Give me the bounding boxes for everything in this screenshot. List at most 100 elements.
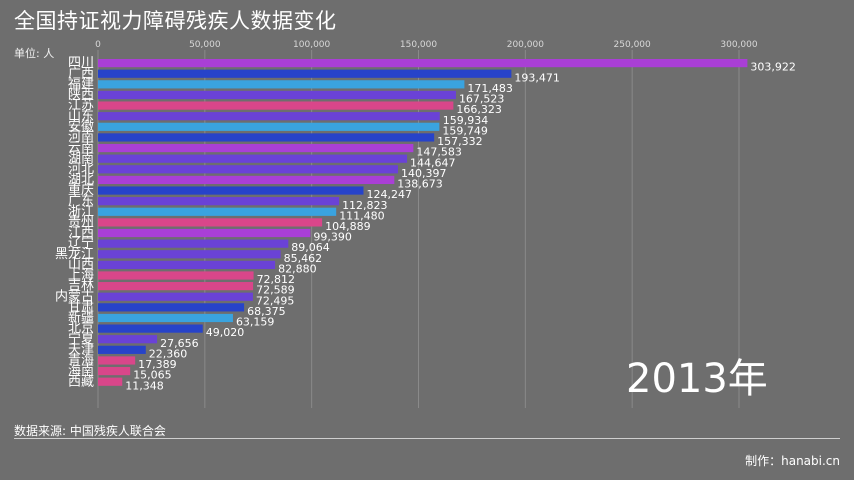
bar xyxy=(98,250,281,259)
value-label: 63,159 xyxy=(236,316,275,329)
category-label: 四川 xyxy=(68,56,94,71)
bar xyxy=(98,356,136,365)
category-label: 陕西 xyxy=(68,88,94,103)
value-label: 72,812 xyxy=(257,273,296,286)
bar xyxy=(98,101,454,110)
category-label: 新疆 xyxy=(68,310,94,326)
value-label: 49,020 xyxy=(206,326,245,339)
value-label: 166,323 xyxy=(456,103,502,116)
bar xyxy=(98,345,146,354)
value-label: 303,922 xyxy=(750,61,796,74)
category-label: 宁夏 xyxy=(68,331,94,347)
value-label: 72,589 xyxy=(256,284,295,297)
category-label: 江苏 xyxy=(68,97,94,113)
bar xyxy=(98,366,131,376)
bar xyxy=(98,165,398,174)
x-tick-label: 0 xyxy=(95,40,101,50)
category-label: 海南 xyxy=(68,363,94,379)
bar xyxy=(98,239,289,248)
category-label: 河南 xyxy=(68,129,94,145)
category-label: 湖南 xyxy=(68,150,94,166)
category-label: 西藏 xyxy=(68,374,94,389)
bar xyxy=(98,133,435,142)
category-label: 江西 xyxy=(68,226,94,241)
bar xyxy=(98,335,158,344)
category-label: 贵州 xyxy=(68,215,94,230)
x-tick-label: 50,000 xyxy=(189,40,221,50)
data-source: 数据来源: 中国残疾人联合会 xyxy=(14,424,166,438)
year-label: 2013年 xyxy=(626,356,768,402)
x-tick-label: 250,000 xyxy=(614,40,651,50)
value-label: 124,247 xyxy=(366,188,412,201)
bar xyxy=(98,271,254,280)
value-label: 82,880 xyxy=(278,262,317,275)
category-label: 安徽 xyxy=(68,119,94,134)
x-axis-ticks: 0 50,000 100,000 150,000 200,000 250,000 300,0… xyxy=(95,40,758,50)
bar xyxy=(98,186,364,195)
category-label: 福建 xyxy=(68,77,94,92)
category-label: 山西 xyxy=(68,257,94,272)
x-tick-label: 200,000 xyxy=(507,40,544,50)
bar xyxy=(98,282,254,291)
bar xyxy=(98,324,203,333)
category-label: 甘肃 xyxy=(68,300,94,315)
value-label: 159,934 xyxy=(443,114,489,127)
category-label: 湖北 xyxy=(68,173,94,188)
category-label: 河北 xyxy=(68,162,94,177)
value-label: 167,523 xyxy=(459,93,505,106)
x-tick-label: 100,000 xyxy=(293,40,330,50)
value-label: 112,823 xyxy=(342,199,388,212)
value-label: 11,348 xyxy=(125,379,163,392)
value-label: 159,749 xyxy=(442,124,488,137)
value-label: 99,390 xyxy=(313,231,352,244)
bar xyxy=(98,175,395,185)
value-label: 85,462 xyxy=(284,252,323,265)
value-label: 138,673 xyxy=(397,178,443,191)
bar xyxy=(98,112,440,121)
bar xyxy=(98,228,311,238)
bars xyxy=(98,59,748,386)
value-label: 144,647 xyxy=(410,156,456,169)
value-label: 104,889 xyxy=(325,220,371,233)
bar xyxy=(98,143,414,153)
bar xyxy=(98,292,253,301)
value-label: 68,375 xyxy=(247,305,286,318)
unit-label: 单位: 人 xyxy=(14,47,55,60)
bar xyxy=(98,313,233,323)
value-label: 147,583 xyxy=(416,146,462,159)
category-labels: 四川广西福建陕西江苏山东安徽河南云南湖南河北湖北重庆广东浙江贵州江西辽宁黑龙江山… xyxy=(55,56,94,390)
category-label: 天津 xyxy=(68,342,94,357)
value-label: 27,656 xyxy=(160,337,199,350)
value-label: 15,065 xyxy=(133,369,172,382)
value-label: 157,332 xyxy=(437,135,483,148)
bar xyxy=(98,218,323,227)
bar xyxy=(98,197,340,206)
bar xyxy=(98,69,512,78)
category-label: 内蒙古 xyxy=(55,288,94,304)
category-label: 吉林 xyxy=(68,279,94,294)
bar xyxy=(98,122,440,131)
bar xyxy=(98,303,245,312)
value-label: 171,483 xyxy=(467,82,512,95)
chart-title: 全国持证视力障碍残疾人数据变化 xyxy=(14,9,337,33)
value-labels: 303,922 193,471171,483167,523166,323159,9… xyxy=(125,61,796,393)
value-label: 72,495 xyxy=(256,294,295,307)
category-label: 上海 xyxy=(68,268,94,283)
category-label: 云南 xyxy=(68,140,94,156)
bar xyxy=(98,207,337,216)
value-label: 193,471 xyxy=(514,71,560,84)
bar xyxy=(98,80,465,89)
category-label: 广东 xyxy=(68,194,94,209)
x-tick-label: 300,000 xyxy=(720,40,757,50)
credit-label: 制作：hanabi.cn xyxy=(745,454,840,468)
x-tick-label: 150,000 xyxy=(400,40,437,50)
category-label: 广西 xyxy=(68,66,94,81)
value-label: 111,480 xyxy=(339,209,385,222)
category-label: 浙江 xyxy=(68,204,94,219)
value-label: 17,389 xyxy=(138,358,177,371)
bar-chart: 0 50,000 100,000 150,000 200,000 250,000 300,0… xyxy=(55,40,796,408)
footer-divider xyxy=(14,438,840,439)
category-label: 重庆 xyxy=(68,182,94,198)
value-label: 89,064 xyxy=(291,241,330,254)
category-label: 北京 xyxy=(68,321,94,336)
